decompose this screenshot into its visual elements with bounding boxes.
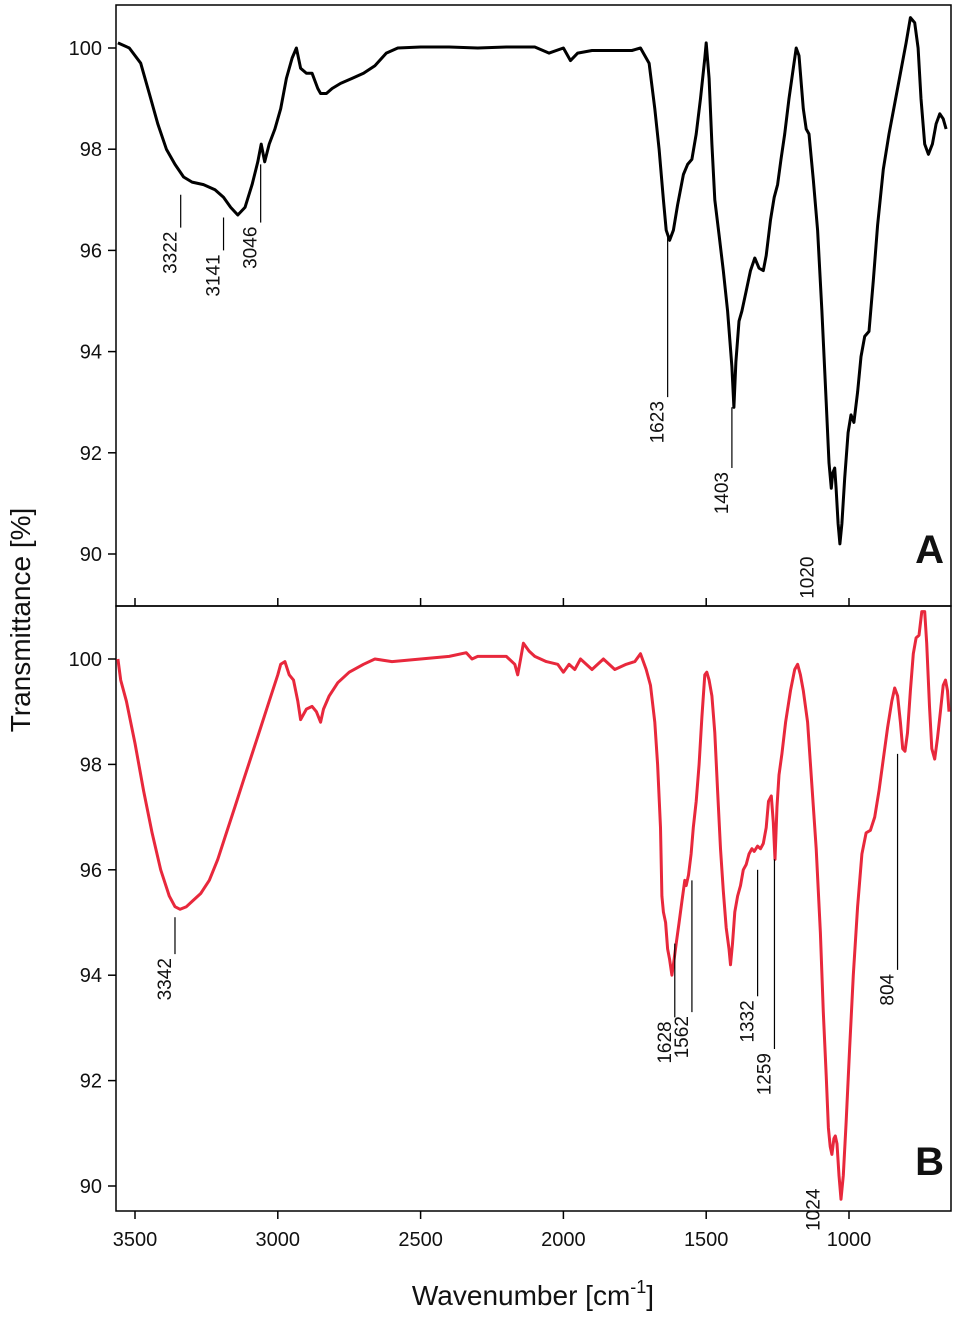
peak-label-1024: 1024 (803, 1188, 824, 1231)
spectrum-line-a (117, 16, 948, 546)
y-tick-label: 98 (80, 754, 102, 776)
peak-label-1020: 1020 (798, 557, 819, 599)
y-axis-title: Transmittance [%] (5, 508, 36, 733)
peak-label-1562: 1562 (672, 1016, 693, 1058)
peak-label-1332: 1332 (738, 1000, 759, 1042)
y-tick-label: 96 (80, 860, 102, 882)
panel-b-frame (115, 605, 952, 1212)
y-tick-label: 96 (80, 240, 102, 262)
y-tick-label: 92 (80, 1071, 102, 1093)
peak-label-1628: 1628 (655, 1021, 676, 1063)
panel-b-letter: B (915, 1140, 944, 1184)
peak-label-3322: 3322 (161, 232, 182, 274)
y-tick-label: 98 (80, 139, 102, 161)
y-tick-label: 90 (80, 1176, 102, 1198)
spectrum-line-b (116, 610, 951, 1201)
y-tick-label: 94 (80, 965, 102, 987)
peak-label-3342: 3342 (155, 958, 176, 1000)
x-axis-title-end: ] (646, 1280, 654, 1311)
panel-a-letter: A (915, 528, 944, 572)
x-axis: 3500 3000 2500 2000 1500 1000 (113, 598, 872, 1251)
y-tick-label: 90 (80, 544, 102, 566)
panel-a: 90 92 94 96 98 100 3322 3141 3046 1623 1403 1020 (69, 16, 948, 599)
x-tick-label: 1000 (827, 1229, 872, 1251)
x-axis-title-superscript: -1 (630, 1277, 646, 1297)
y-tick-label: 92 (80, 443, 102, 465)
peak-label-3046: 3046 (241, 227, 262, 269)
x-tick-label: 1500 (684, 1229, 729, 1251)
peak-label-1623: 1623 (648, 401, 669, 443)
x-axis-title: Wavenumber [cm-1] (412, 1277, 654, 1311)
panel-a-frame (115, 4, 952, 607)
x-tick-label: 2000 (541, 1229, 586, 1251)
peak-label-3141: 3141 (204, 254, 225, 296)
peak-label-1259: 1259 (755, 1053, 776, 1095)
x-tick-label: 3500 (113, 1229, 158, 1251)
peak-label-1403: 1403 (712, 472, 733, 514)
x-tick-label: 3000 (256, 1229, 301, 1251)
x-axis-title-main: Wavenumber [cm (412, 1280, 630, 1311)
peak-label-804: 804 (878, 973, 899, 1005)
y-tick-label: 94 (80, 342, 102, 364)
y-tick-label: 100 (69, 649, 102, 671)
y-tick-label: 100 (69, 38, 102, 60)
x-tick-label: 2500 (398, 1229, 443, 1251)
